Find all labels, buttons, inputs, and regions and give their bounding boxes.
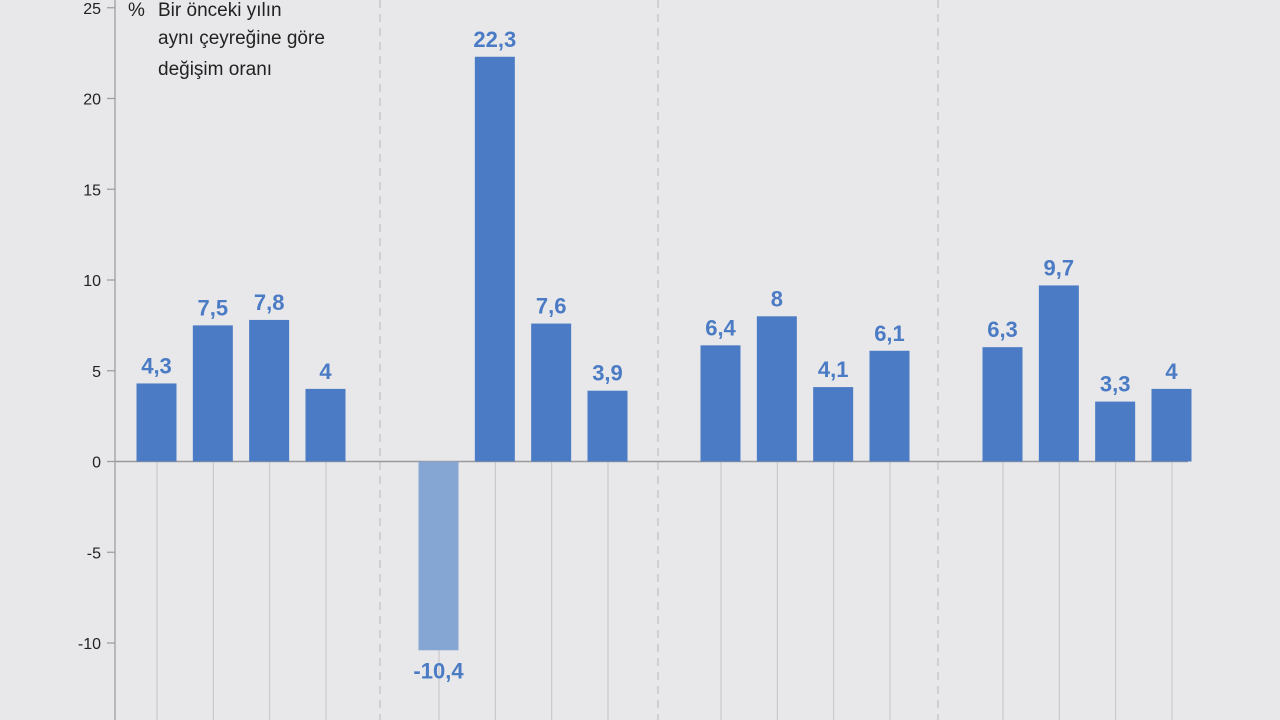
y-tick-label: 10 [83, 273, 101, 290]
y-tick-label: 25 [83, 1, 101, 18]
bar-labels: 4,3 7,5 7,8 4 -10,4 22,3 7,6 3,9 6,4 8 4,1 6,1 6,3 9,… [141, 27, 1178, 684]
bar-value-label: 3,3 [1100, 372, 1131, 397]
bar [192, 325, 233, 462]
bar-value-label: 4 [1165, 359, 1178, 384]
y-tick-label: -5 [87, 545, 101, 562]
bar-value-label: 22,3 [473, 27, 516, 52]
bar [249, 319, 290, 462]
bar [756, 316, 797, 462]
bar [1151, 388, 1192, 462]
chart-annotation: % Bir önceki yılın aynı çeyreğine göre d… [128, 0, 325, 80]
bar-value-label: 6,1 [874, 321, 905, 346]
bars [136, 56, 1192, 651]
y-tick-label: 20 [83, 92, 101, 109]
bar [869, 350, 910, 462]
annotation-line-3: değişim oranı [158, 59, 272, 80]
annotation-line-2: aynı çeyreğine göre [158, 28, 325, 49]
bar-value-label: 3,9 [592, 361, 623, 386]
bar [1038, 285, 1079, 462]
y-tick-label: 5 [92, 364, 101, 381]
bar [1095, 401, 1136, 462]
unit-label: % [128, 0, 145, 21]
bar [136, 383, 177, 462]
bar-value-label: 4,3 [141, 353, 172, 378]
bar [982, 347, 1023, 462]
y-tick-label: -10 [78, 636, 101, 653]
bar [418, 461, 459, 651]
y-tick-label: 0 [92, 455, 101, 472]
bar [531, 323, 572, 462]
bar [700, 345, 741, 462]
bar-value-label: 6,3 [987, 317, 1018, 342]
bar [305, 388, 346, 462]
bar-value-label: 7,8 [254, 290, 285, 315]
bar-value-label: 6,4 [705, 315, 736, 340]
bar [587, 390, 628, 462]
bar-value-label: 7,6 [536, 294, 567, 319]
bar-value-label: 9,7 [1044, 255, 1075, 280]
y-tick-label: 15 [83, 182, 101, 199]
bar [474, 56, 515, 462]
bar [813, 387, 854, 462]
bar-value-label: 8 [771, 286, 783, 311]
bar-value-label: 7,5 [198, 295, 229, 320]
bar-value-label: -10,4 [413, 658, 464, 683]
annotation-line-1: Bir önceki yılın [158, 0, 282, 21]
bar-value-label: 4 [319, 359, 332, 384]
bar-value-label: 4,1 [818, 357, 849, 382]
